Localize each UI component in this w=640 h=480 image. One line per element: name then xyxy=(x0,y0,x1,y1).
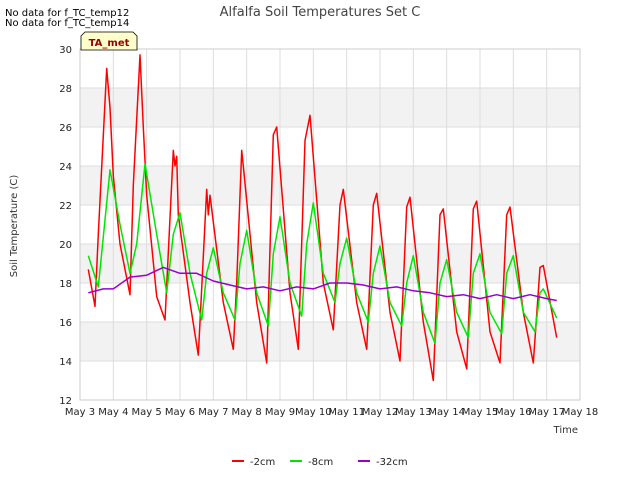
y-tick-label: 12 xyxy=(59,396,72,407)
legend-label: -32cm xyxy=(376,457,408,468)
x-tick-label: May 4 xyxy=(98,407,128,418)
x-tick-label: May 16 xyxy=(495,407,532,418)
badge-background xyxy=(80,31,138,51)
x-tick-label: May 12 xyxy=(362,407,399,418)
y-tick-label: 16 xyxy=(59,318,72,329)
x-tick-label: May 11 xyxy=(328,407,365,418)
x-tick-label: May 6 xyxy=(165,407,195,418)
series-line-minus-32cm xyxy=(88,266,557,302)
chart-title: Alfalfa Soil Temperatures Set C xyxy=(220,5,421,20)
y-tick-label: 22 xyxy=(59,201,72,212)
y-tick-label: 26 xyxy=(59,123,72,134)
y-tick-label: 24 xyxy=(59,162,72,173)
series-line-minus-8cm xyxy=(87,163,558,345)
x-tick-label: May 8 xyxy=(232,407,262,418)
legend-label: -2cm xyxy=(250,457,275,468)
background-band xyxy=(80,166,580,205)
no-data-note-temp12: No data for f_TC_temp12 xyxy=(5,8,130,19)
y-tick-label: 20 xyxy=(59,240,72,251)
x-tick-label: May 17 xyxy=(528,407,565,418)
x-tick-label: May 5 xyxy=(132,407,162,418)
background-band xyxy=(80,88,580,127)
badge-label: TA_met xyxy=(89,38,130,49)
x-tick-label: May 13 xyxy=(395,407,432,418)
legend-label: -8cm xyxy=(308,457,333,468)
x-tick-label: May 10 xyxy=(295,407,332,418)
x-axis-label: Time xyxy=(553,425,578,436)
plot-area-frame xyxy=(79,48,581,401)
series-layer xyxy=(87,54,558,382)
y-axis-tick-labels: 12 14 16 18 20 22 24 26 28 30 xyxy=(59,45,72,407)
x-tick-label: May 7 xyxy=(198,407,228,418)
legend: -2cm -8cm -32cm xyxy=(232,457,408,468)
x-tick-label: May 14 xyxy=(428,407,465,418)
no-data-note-temp14: No data for f_TC_temp14 xyxy=(5,18,130,29)
background-band xyxy=(80,322,580,361)
y-tick-label: 14 xyxy=(59,357,72,368)
y-tick-label: 30 xyxy=(59,45,72,56)
x-axis-tick-labels: May 3 May 4 May 5 May 6 May 7 May 8 May 9 May 1… xyxy=(65,407,598,418)
y-tick-label: 18 xyxy=(59,279,72,290)
x-tick-label: May 9 xyxy=(265,407,295,418)
x-tick-label: May 3 xyxy=(65,407,95,418)
y-axis-label: Soil Temperature (C) xyxy=(9,175,20,278)
ta-met-badge: TA_met xyxy=(80,31,138,51)
x-tick-label: May 18 xyxy=(562,407,599,418)
y-tick-label: 28 xyxy=(59,84,72,95)
x-tick-label: May 15 xyxy=(462,407,499,418)
series-line-minus-2cm xyxy=(87,54,558,382)
